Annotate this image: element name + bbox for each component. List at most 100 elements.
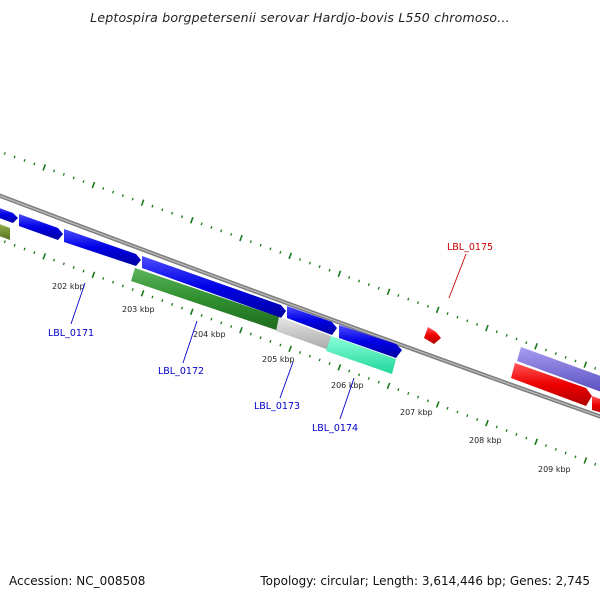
minor-tick (308, 261, 311, 265)
minor-tick (357, 373, 361, 377)
gene-feature[interactable] (142, 256, 286, 318)
map-title: Leptospira borgpetersenii serovar Hardjo… (90, 10, 510, 25)
minor-tick (72, 176, 75, 180)
gene-label-lbl-0173[interactable]: LBL_0173 (254, 401, 300, 412)
major-tick (485, 419, 489, 427)
minor-tick (3, 240, 6, 244)
minor-tick (544, 444, 548, 448)
minor-tick (210, 317, 213, 321)
gene-feature[interactable] (0, 206, 18, 223)
gene-feature[interactable] (424, 327, 441, 344)
gene-feature[interactable] (276, 317, 331, 350)
gene-label-lbl-0175[interactable]: LBL_0175 (447, 242, 493, 253)
minor-tick (308, 354, 311, 358)
minor-tick (564, 355, 567, 359)
minor-tick (426, 399, 429, 403)
gene-feature[interactable] (131, 268, 279, 331)
minor-tick (348, 275, 351, 279)
minor-tick (102, 187, 105, 190)
gene-feature[interactable] (511, 363, 592, 406)
gene-feature[interactable] (592, 396, 600, 414)
minor-tick (515, 337, 518, 341)
major-tick (534, 438, 539, 446)
minor-tick (377, 380, 380, 384)
minor-tick (525, 341, 528, 345)
minor-tick (515, 432, 518, 436)
major-tick (288, 252, 293, 260)
minor-tick (574, 359, 577, 363)
minor-tick (33, 162, 36, 166)
major-tick (337, 270, 342, 278)
minor-tick (82, 180, 85, 183)
minor-tick (407, 391, 410, 395)
minor-tick (161, 299, 164, 303)
gene-labels: LBL_0171 LBL_0172 LBL_0173 LBL_0174 LBL_… (48, 242, 493, 434)
chromosome-backbone (0, 193, 600, 419)
outer-tick-ring (3, 152, 597, 370)
topology-summary: Topology: circular; Length: 3,614,446 bp… (260, 574, 590, 588)
gene-feature[interactable] (517, 347, 600, 393)
minor-tick (328, 268, 331, 272)
minor-tick (505, 429, 508, 433)
minor-tick (525, 436, 528, 440)
minor-tick (13, 243, 16, 247)
major-tick (337, 364, 342, 371)
minor-tick (131, 197, 134, 201)
minor-tick (161, 208, 164, 212)
minor-tick (269, 247, 272, 251)
minor-tick (52, 258, 56, 262)
minor-tick (180, 306, 184, 310)
minor-tick (416, 395, 420, 399)
minor-tick (121, 284, 125, 288)
minor-tick (446, 312, 449, 316)
minor-tick (171, 211, 174, 215)
minor-tick (269, 339, 272, 343)
minor-tick (466, 414, 469, 418)
minor-tick (298, 258, 302, 261)
major-tick (534, 343, 538, 350)
minor-tick (397, 388, 400, 392)
minor-tick (220, 321, 223, 325)
gene-label-lbl-0171[interactable]: LBL_0171 (48, 328, 94, 339)
minor-tick (564, 451, 567, 455)
minor-tick (357, 279, 361, 283)
minor-tick (220, 229, 223, 233)
minor-tick (72, 265, 75, 269)
minor-tick (475, 417, 479, 421)
kbp-label: 208 kbp (469, 436, 502, 445)
gene-label-lbl-0172[interactable]: LBL_0172 (158, 366, 204, 377)
gene-feature[interactable] (64, 229, 141, 266)
gene-feature[interactable] (0, 222, 10, 240)
gene-feature[interactable] (287, 306, 337, 335)
gene-label-lbl-0174[interactable]: LBL_0174 (312, 423, 358, 434)
gene-feature[interactable] (19, 214, 63, 240)
major-tick (485, 324, 489, 332)
gene-feature[interactable] (339, 325, 402, 358)
minor-tick (111, 280, 115, 284)
kbp-label: 205 kbp (262, 355, 295, 364)
minor-tick (121, 194, 124, 197)
minor-tick (466, 319, 469, 323)
major-tick (91, 271, 96, 279)
minor-tick (249, 332, 252, 336)
minor-tick (298, 351, 302, 354)
minor-tick (180, 215, 184, 219)
minor-tick (318, 358, 321, 362)
gene-feature[interactable] (326, 336, 396, 374)
minor-tick (554, 447, 557, 451)
major-tick (140, 199, 145, 206)
kbp-labels: 202 kbp 203 kbp 204 kbp 205 kbp 206 kbp … (52, 282, 571, 474)
minor-tick (279, 250, 282, 254)
minor-tick (131, 288, 134, 292)
minor-tick (259, 336, 262, 340)
major-tick (288, 345, 293, 353)
major-tick (189, 308, 194, 316)
major-tick (42, 164, 47, 171)
minor-tick (544, 348, 548, 352)
minor-tick (377, 286, 380, 290)
kbp-label: 202 kbp (52, 282, 85, 291)
major-tick (91, 181, 96, 189)
minor-tick (249, 240, 252, 244)
minor-tick (554, 352, 557, 356)
